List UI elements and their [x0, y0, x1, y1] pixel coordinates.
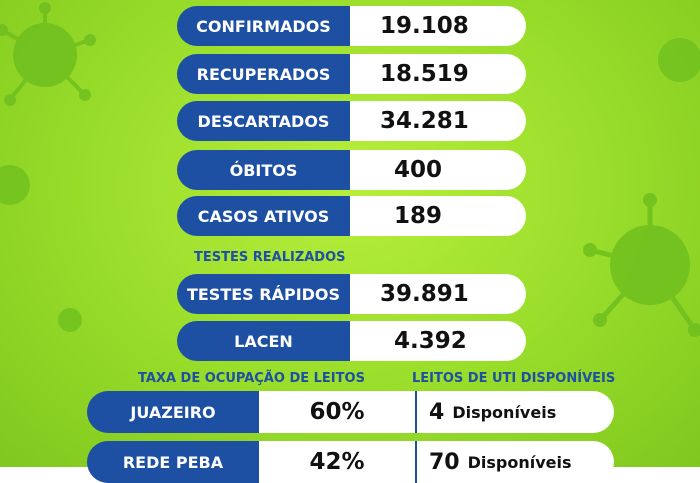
stat-row-recuperados: RECUPERADOS 18.519 [177, 54, 526, 94]
stat-value: 19.108 [350, 6, 526, 46]
stat-label: CASOS ATIVOS [177, 196, 350, 236]
virus-icon [583, 193, 700, 337]
virus-icon [58, 308, 82, 332]
icu-availability: 70 Disponíveis [415, 441, 614, 483]
stat-value: 189 [350, 196, 526, 236]
stat-label: DESCARTADOS [177, 101, 350, 141]
bed-label: REDE PEBA [87, 441, 259, 483]
stat-label: LACEN [177, 321, 350, 361]
icu-unit: Disponíveis [452, 402, 557, 422]
virus-icon [658, 38, 700, 82]
occupancy-rate: 60% [259, 391, 415, 433]
stat-row-lacen: LACEN 4.392 [177, 321, 526, 361]
stat-label: CONFIRMADOS [177, 6, 350, 46]
stat-value: 34.281 [350, 101, 526, 141]
stat-row-testes-rapidos: TESTES RÁPIDOS 39.891 [177, 274, 526, 314]
bed-row-juazeiro: JUAZEIRO 60% 4 Disponíveis [87, 391, 614, 433]
stat-value: 18.519 [350, 54, 526, 94]
stat-row-casos-ativos: CASOS ATIVOS 189 [177, 196, 526, 236]
icu-section-title: LEITOS DE UTI DISPONÍVEIS [412, 371, 616, 386]
virus-icon [0, 2, 96, 106]
virus-icon [0, 165, 30, 205]
icu-unit: Disponíveis [467, 452, 572, 472]
icu-count: 70 [429, 449, 460, 475]
tests-section-title: TESTES REALIZADOS [194, 250, 346, 265]
occupancy-section-title: TAXA DE OCUPAÇÃO DE LEITOS [138, 371, 365, 386]
stat-value: 39.891 [350, 274, 526, 314]
stat-value: 400 [350, 150, 526, 190]
occupancy-rate: 42% [259, 441, 415, 483]
bed-row-rede-peba: REDE PEBA 42% 70 Disponíveis [87, 441, 614, 483]
stat-label: TESTES RÁPIDOS [177, 274, 350, 314]
bed-label: JUAZEIRO [87, 391, 259, 433]
stat-row-descartados: DESCARTADOS 34.281 [177, 101, 526, 141]
stat-value: 4.392 [350, 321, 526, 361]
stat-label: ÓBITOS [177, 150, 350, 190]
icu-count: 4 [429, 399, 445, 425]
stat-row-confirmados: CONFIRMADOS 19.108 [177, 6, 526, 46]
icu-availability: 4 Disponíveis [415, 391, 614, 433]
stat-label: RECUPERADOS [177, 54, 350, 94]
stat-row-obitos: ÓBITOS 400 [177, 150, 526, 190]
